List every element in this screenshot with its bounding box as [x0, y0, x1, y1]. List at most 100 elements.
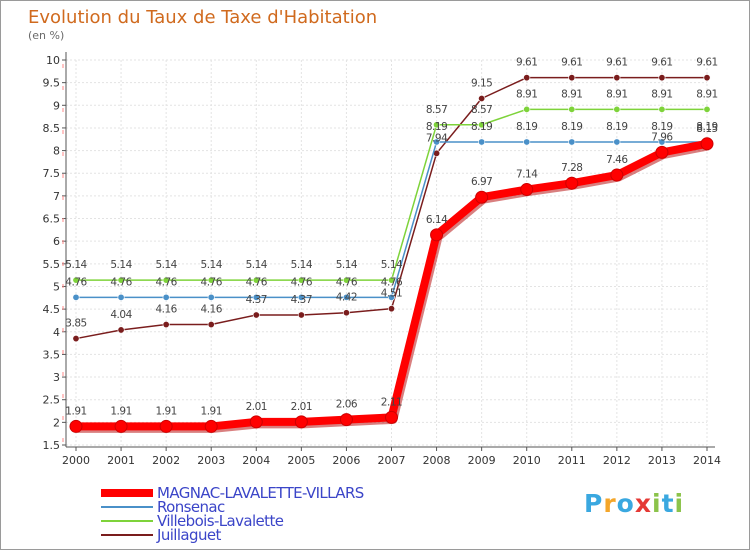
- data-label: 8.57: [426, 104, 447, 116]
- data-point: [565, 176, 579, 190]
- y-tick-label: 5: [53, 280, 60, 293]
- data-label: 2.06: [336, 399, 358, 411]
- data-label: 5.14: [155, 259, 177, 271]
- y-tick-label: 7: [53, 190, 60, 203]
- y-tick-label: 6: [53, 235, 60, 248]
- x-tick-label: 2011: [558, 454, 586, 467]
- data-point: [249, 415, 263, 429]
- data-label: 8.19: [606, 121, 627, 133]
- data-point: [700, 137, 714, 151]
- data-point: [658, 138, 666, 146]
- data-label: 9.61: [696, 57, 717, 69]
- data-label: 8.57: [471, 104, 492, 116]
- data-point: [478, 138, 486, 146]
- proxiti-logo: Proxiti: [584, 489, 685, 518]
- data-label: 4.76: [155, 276, 177, 288]
- legend-label: MAGNAC-LAVALETTE-VILLARS: [157, 484, 364, 502]
- data-label: 8.19: [516, 121, 537, 133]
- data-label: 1.91: [65, 405, 86, 417]
- data-label: 8.19: [471, 121, 492, 133]
- x-tick-label: 2013: [648, 454, 676, 467]
- data-label: 4.76: [201, 276, 223, 288]
- x-tick-label: 2014: [693, 454, 721, 467]
- x-tick-label: 2005: [287, 454, 315, 467]
- data-point: [72, 335, 80, 343]
- data-point: [252, 311, 260, 319]
- data-point: [523, 105, 531, 113]
- data-point: [342, 309, 350, 317]
- data-point: [162, 276, 170, 284]
- data-label: 5.14: [65, 259, 87, 271]
- data-label: 9.61: [516, 57, 537, 69]
- data-point: [69, 419, 83, 433]
- y-tick-label: 1.5: [43, 439, 61, 452]
- data-point: [523, 138, 531, 146]
- data-label: 4.16: [155, 304, 177, 316]
- data-label: 2.01: [246, 401, 267, 413]
- data-label: 7.14: [516, 169, 538, 181]
- data-label: 8.91: [651, 88, 672, 100]
- data-label: 1.91: [201, 405, 222, 417]
- y-tick-label: 3.5: [43, 348, 61, 361]
- data-label: 8.19: [426, 121, 447, 133]
- data-point: [162, 321, 170, 329]
- data-point: [72, 293, 80, 301]
- data-point: [520, 183, 534, 197]
- data-label: 4.76: [65, 276, 87, 288]
- data-point: [478, 95, 486, 103]
- data-label: 7.96: [651, 131, 673, 143]
- data-label: 7.94: [426, 132, 448, 144]
- data-label: 4.51: [381, 288, 402, 300]
- y-tick-label: 5.5: [43, 258, 61, 271]
- data-point: [568, 105, 576, 113]
- data-point: [339, 413, 353, 427]
- data-label: 4.42: [336, 292, 357, 304]
- chart-subtitle: (en %): [28, 29, 65, 42]
- data-label: 5.14: [246, 259, 268, 271]
- legend-swatch: [101, 534, 153, 536]
- data-point: [613, 105, 621, 113]
- data-label: 9.61: [651, 57, 672, 69]
- data-label: 4.76: [110, 276, 132, 288]
- x-tick-label: 2010: [513, 454, 541, 467]
- y-tick-label: 7.5: [43, 167, 61, 180]
- data-label: 5.14: [291, 259, 313, 271]
- data-point: [568, 74, 576, 82]
- data-point: [342, 293, 350, 301]
- data-point: [387, 305, 395, 313]
- data-point: [117, 276, 125, 284]
- legend-label: Ronsenac: [157, 498, 225, 516]
- data-point: [610, 168, 624, 182]
- legend-label: Juillaguet: [157, 526, 221, 544]
- x-tick-label: 2004: [242, 454, 270, 467]
- y-tick-label: 8.5: [43, 122, 61, 135]
- data-point: [204, 419, 218, 433]
- data-point: [117, 293, 125, 301]
- data-point: [613, 74, 621, 82]
- legend-swatch: [101, 520, 153, 522]
- data-label: 5.14: [381, 259, 403, 271]
- data-point: [703, 105, 711, 113]
- data-label: 4.76: [291, 276, 313, 288]
- y-tick-label: 4.5: [43, 303, 61, 316]
- data-label: 9.61: [561, 57, 582, 69]
- y-tick-label: 6.5: [43, 213, 61, 226]
- x-tick-label: 2001: [107, 454, 135, 467]
- data-point: [162, 293, 170, 301]
- data-label: 4.76: [246, 276, 268, 288]
- x-tick-label: 2002: [152, 454, 180, 467]
- data-point: [387, 276, 395, 284]
- y-tick-label: 2: [53, 416, 60, 429]
- series-line-villebois-lavalette: [76, 108, 707, 281]
- data-point: [655, 145, 669, 159]
- data-point: [252, 276, 260, 284]
- data-label: 8.91: [516, 88, 537, 100]
- x-tick-label: 2009: [468, 454, 496, 467]
- data-label: 6.97: [471, 176, 492, 188]
- data-point: [568, 138, 576, 146]
- data-point: [658, 105, 666, 113]
- data-point: [207, 293, 215, 301]
- data-label: 2.11: [381, 396, 402, 408]
- data-label: 8.15: [696, 123, 717, 135]
- data-label: 5.14: [336, 259, 358, 271]
